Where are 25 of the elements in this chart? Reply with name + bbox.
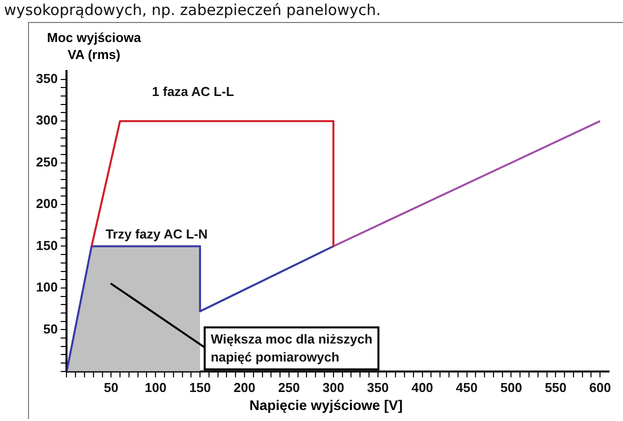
x-tick-label: 300	[322, 380, 344, 395]
x-tick-label: 200	[234, 380, 256, 395]
y-tick-label: 250	[36, 154, 58, 170]
x-tick-label: 550	[544, 380, 567, 395]
x-tick-label: 250	[278, 380, 300, 395]
y-tick-label: 300	[36, 112, 58, 128]
x-tick-label: 150	[189, 380, 211, 395]
x-tick-label: 600	[589, 380, 611, 395]
x-tick-label: 350	[367, 380, 389, 395]
x-tick-label: 500	[500, 380, 522, 395]
y-tick-label: 50	[43, 321, 58, 336]
x-tick-label: 100	[144, 380, 166, 395]
series-label: Trzy fazy AC L-N	[106, 226, 208, 242]
text: wysokoprądowych, np. zabezpieczeń panelowych.	[3, 0, 382, 21]
x-axis-title: Napięcie wyjściowe [V]	[248, 397, 404, 413]
y-tick-label: 200	[36, 196, 58, 212]
x-tick-label: 400	[411, 380, 434, 395]
series-label: 1 faza AC L-L	[152, 84, 234, 100]
y-tick-label: 150	[36, 238, 58, 253]
annotation: Większa moc dla niższych napięć pomiarowych	[210, 331, 372, 364]
x-tick-label: 450	[456, 380, 478, 395]
y-tick-label: 350	[36, 70, 58, 86]
y-tick-label: 100	[36, 280, 58, 295]
x-tick-label: 50	[104, 380, 118, 395]
y-axis-title: Moc wyjściowa VA (rms)	[47, 29, 141, 63]
